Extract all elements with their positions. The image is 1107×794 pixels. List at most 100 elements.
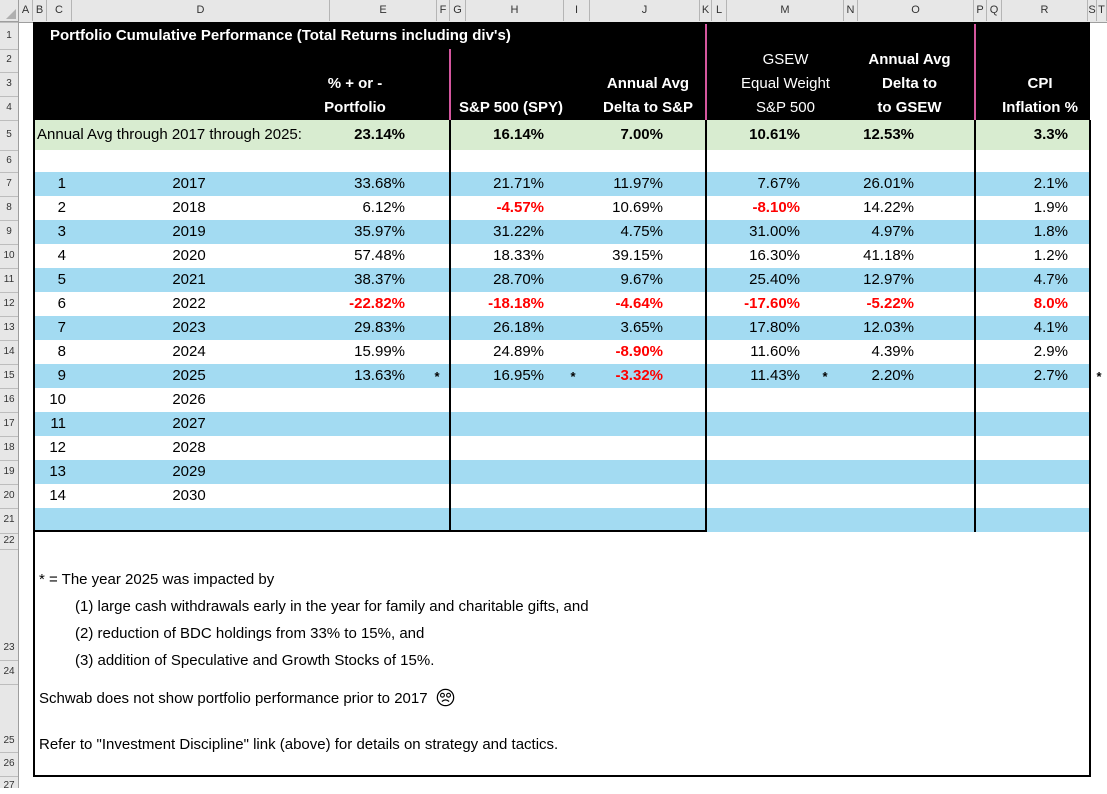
col-label-delta-spy-line2[interactable]: Delta to S&P [602,99,693,116]
column-header-C[interactable]: C [47,0,72,21]
cell-dsp[interactable]: 10.69% [612,199,663,216]
cell-dgsew[interactable]: 14.22% [863,199,914,216]
column-header-G[interactable]: G [450,0,466,21]
cell-n[interactable]: 11 [50,415,66,432]
cell-port[interactable]: -22.82% [349,295,405,312]
cell-cpi[interactable]: 2.7% [1033,367,1068,384]
row-header-11[interactable]: 11 [3,274,15,285]
cell-gsew[interactable]: 17.80% [749,319,800,336]
col-label-delta-gsew-line1[interactable]: Annual Avg [868,51,951,68]
cell-dgsew[interactable]: 4.97% [871,223,914,240]
col-label-delta-gsew-line2[interactable]: Delta to [881,75,937,92]
column-header-E[interactable]: E [330,0,437,21]
column-header-K[interactable]: K [700,0,712,21]
row-header-8[interactable]: 8 [6,202,12,213]
footnote-item-1[interactable]: (1) large cash withdrawals early in the … [75,598,589,615]
column-header-T[interactable]: T [1097,0,1107,21]
column-header-O[interactable]: O [858,0,974,21]
cell-cpi[interactable]: 1.9% [1033,199,1068,216]
cell-cpi[interactable]: 8.0% [1033,295,1068,312]
row-header-16[interactable]: 16 [3,394,15,405]
column-header-M[interactable]: M [727,0,844,21]
cell-n[interactable]: 8 [57,343,66,360]
col-label-gsew-line2[interactable]: Equal Weight [741,75,830,92]
row-header-7[interactable]: 7 [6,178,12,189]
cell-year[interactable]: 2021 [172,271,206,288]
row-header-23[interactable]: 23 [3,642,15,653]
cell-gsew[interactable]: 25.40% [749,271,800,288]
footnote-item-2[interactable]: (2) reduction of BDC holdings from 33% t… [75,625,425,642]
sheet-title[interactable]: Portfolio Cumulative Performance (Total … [50,27,511,44]
cell-n[interactable]: 3 [57,223,66,240]
cell-dgsew[interactable]: 4.39% [871,343,914,360]
column-header-H[interactable]: H [466,0,564,21]
column-header-Q[interactable]: Q [987,0,1002,21]
cell-dgsew[interactable]: 41.18% [863,247,914,264]
row-header-17[interactable]: 17 [3,418,15,429]
cell-cpi[interactable]: 2.1% [1033,175,1068,192]
cell-dgsew[interactable]: 26.01% [863,175,914,192]
cell-year[interactable]: 2027 [172,415,206,432]
col-label-gsew-line1[interactable]: GSEW [762,51,809,68]
cell-dsp[interactable]: -4.64% [615,295,663,312]
cell-cpi[interactable]: 3.3% [1033,126,1068,143]
column-header-D[interactable]: D [72,0,330,21]
column-header-L[interactable]: L [712,0,727,21]
column-header-A[interactable]: A [19,0,33,21]
cell-port[interactable]: 13.63% [354,367,405,384]
col-label-cpi-line2[interactable]: Inflation % [1002,99,1078,116]
cell-spy[interactable]: 31.22% [493,223,544,240]
cell-year[interactable]: 2026 [172,391,206,408]
cell-year[interactable]: 2028 [172,439,206,456]
cell-gsew[interactable]: 7.67% [757,175,800,192]
row-header-12[interactable]: 12 [3,298,15,309]
cell-gsew[interactable]: 31.00% [749,223,800,240]
cell-port[interactable]: 33.68% [354,175,405,192]
cell-spy[interactable]: 16.95% [493,367,544,384]
row-header-14[interactable]: 14 [3,346,15,357]
column-header-N[interactable]: N [844,0,858,21]
cell-n[interactable]: 2 [57,199,66,216]
cell-gsew[interactable]: 11.60% [750,343,800,360]
cell-dsp[interactable]: -8.90% [615,343,663,360]
cell-n[interactable]: 14 [49,487,66,504]
cell-n[interactable]: 7 [57,319,66,336]
cell-spy[interactable]: 16.14% [493,126,544,143]
row-header-22[interactable]: 22 [3,535,15,546]
cell-port[interactable]: 15.99% [354,343,405,360]
row-header-13[interactable]: 13 [3,322,15,333]
column-header-S[interactable]: S [1088,0,1097,21]
footnote-intro[interactable]: * = The year 2025 was impacted by [39,571,275,588]
cell-year[interactable]: 2020 [172,247,206,264]
cell-year[interactable]: 2017 [172,175,206,192]
col-label-portfolio-line1[interactable]: % + or - [327,75,383,92]
cell-n[interactable]: 9 [57,367,66,384]
col-label-delta-gsew-line3[interactable]: to GSEW [877,99,942,116]
cell-dsp[interactable]: 9.67% [620,271,663,288]
cell-port[interactable]: 23.14% [354,126,405,143]
cell-dsp[interactable]: 11.97% [613,175,663,192]
cell-n[interactable]: 1 [57,175,66,192]
cell-year[interactable]: 2018 [172,199,206,216]
cell-dsp[interactable]: 39.15% [612,247,663,264]
cell-year[interactable]: 2025 [172,367,206,384]
footnote-item-3[interactable]: (3) addition of Speculative and Growth S… [75,652,435,669]
cell-dsp[interactable]: -3.32% [615,367,663,384]
row-header-3[interactable]: 3 [6,78,12,89]
column-header-R[interactable]: R [1002,0,1088,21]
cell-spy[interactable]: -4.57% [496,199,544,216]
column-header-B[interactable]: B [33,0,47,21]
row-header-19[interactable]: 19 [3,466,15,477]
select-all-corner[interactable] [0,0,19,22]
cell-dgsew[interactable]: 12.97% [863,271,914,288]
cell-port[interactable]: 38.37% [354,271,405,288]
column-header-J[interactable]: J [590,0,700,21]
row-header-24[interactable]: 24 [3,666,15,677]
row-header-5[interactable]: 5 [6,129,12,140]
cell-n[interactable]: 4 [57,247,66,264]
row-header-25[interactable]: 25 [3,735,15,746]
cell-spy[interactable]: 24.89% [493,343,544,360]
cell-gsew[interactable]: -8.10% [752,199,800,216]
row-header-18[interactable]: 18 [3,442,15,453]
cell-gsew[interactable]: -17.60% [744,295,800,312]
